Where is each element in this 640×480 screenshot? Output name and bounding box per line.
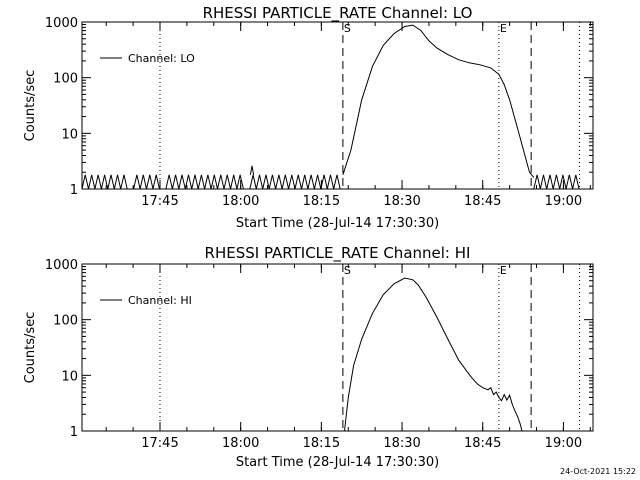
y-tick-label: 10 [61,127,78,142]
x-tick-label: 18:00 [222,436,259,451]
count-rate-line [342,24,535,178]
x-tick-label: 18:00 [222,194,259,209]
footer-timestamp: 24-Oct-2021 15:22 [560,467,636,476]
x-tick-label: 17:45 [141,436,178,451]
hi-channel-plot: RHESSI PARTICLE_RATE Channel: HI 1 10 100 10… [23,244,594,470]
plot-frame [81,263,594,432]
y-tick-label: 100 [53,314,78,329]
chart-title: RHESSI PARTICLE_RATE Channel: LO [203,4,473,23]
marker-label: E [500,22,507,35]
background-noise-line [81,174,341,190]
x-tick-label: 18:15 [303,436,340,451]
x-tick-label: 18:15 [303,194,340,209]
x-tick-label: 17:45 [141,194,178,209]
plot-frame [81,21,594,190]
y-axis-label: Counts/sec [23,70,38,142]
x-axis-label: Start Time (28-Jul-14 17:30:30) [236,455,439,470]
x-tick-label: 18:45 [464,436,501,451]
count-rate-line [344,277,523,432]
noise-spike [249,165,255,175]
x-tick-label: 18:30 [383,194,420,209]
legend-label: Channel: HI [128,294,192,307]
x-tick-label: 19:00 [545,194,582,209]
lo-channel-plot: RHESSI PARTICLE_RATE Channel: LO 1 10 100 10… [23,4,594,231]
marker-label: E [500,264,507,277]
x-axis-label: Start Time (28-Jul-14 17:30:30) [236,216,439,231]
background-noise-line [533,174,580,190]
y-tick-label: 1000 [45,16,78,31]
x-tick-label: 18:45 [464,194,501,209]
marker-label: S [344,22,351,35]
y-tick-label: 1 [70,425,78,440]
legend-label: Channel: LO [128,52,195,65]
y-tick-label: 100 [53,72,78,87]
x-tick-label: 18:30 [383,436,420,451]
marker-label: S [344,264,351,277]
y-axis-label: Counts/sec [23,312,38,384]
y-tick-label: 1000 [45,258,78,273]
y-tick-label: 1 [70,183,78,198]
y-tick-label: 10 [61,369,78,384]
chart-title: RHESSI PARTICLE_RATE Channel: HI [205,244,471,263]
x-tick-label: 19:00 [545,436,582,451]
